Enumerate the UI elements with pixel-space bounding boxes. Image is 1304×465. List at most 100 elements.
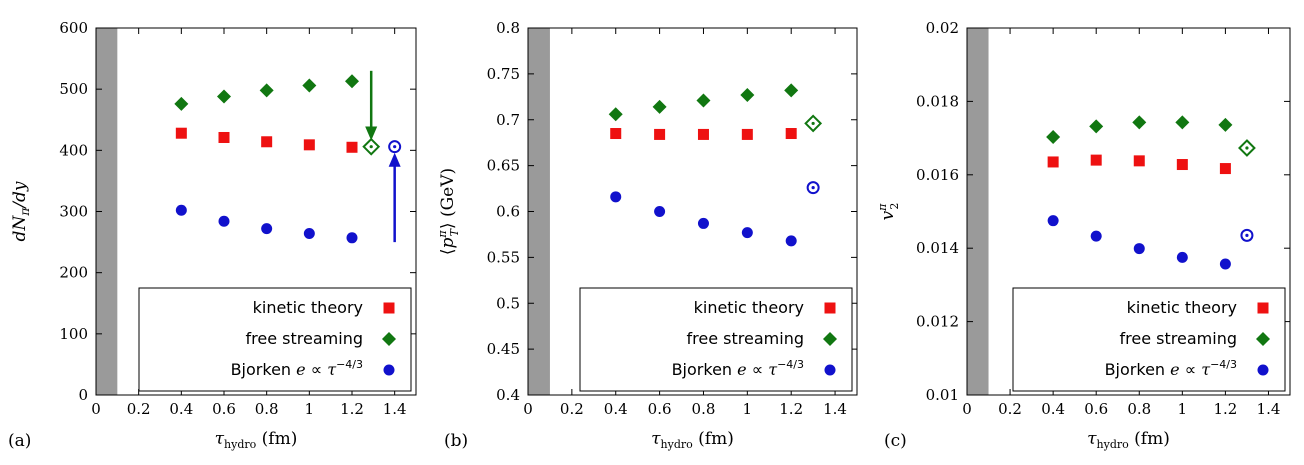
open-circle-dot bbox=[811, 186, 815, 190]
x-axis-label: τhydro (fm) bbox=[1087, 429, 1170, 451]
legend-marker-circle bbox=[1257, 364, 1269, 376]
x-tick-label: 0.8 bbox=[255, 400, 279, 418]
y-tick-label: 0.55 bbox=[487, 248, 520, 266]
data-point-square bbox=[303, 139, 315, 151]
legend-label: free streaming bbox=[246, 329, 363, 348]
data-point-diamond bbox=[1046, 129, 1061, 144]
y-tick-label: 0.5 bbox=[496, 294, 520, 312]
x-tick-label: 1.4 bbox=[383, 400, 407, 418]
x-tick-label: 0.6 bbox=[648, 400, 672, 418]
data-point-circle bbox=[261, 223, 273, 235]
data-point-diamond bbox=[302, 78, 317, 93]
series-circle bbox=[1047, 215, 1254, 270]
data-point-diamond bbox=[259, 83, 274, 98]
series-diamond bbox=[174, 74, 381, 156]
open-diamond-dot bbox=[369, 145, 373, 149]
y-tick-label: 0.01 bbox=[926, 386, 959, 404]
data-point-circle bbox=[1090, 230, 1102, 242]
y-tick-label: 0.012 bbox=[916, 313, 959, 331]
data-point-square bbox=[654, 128, 666, 140]
legend-marker-square bbox=[824, 302, 836, 314]
y-tick-label: 0.4 bbox=[496, 386, 520, 404]
open-diamond-dot bbox=[811, 121, 815, 126]
y-tick-label: 0.75 bbox=[487, 65, 520, 83]
y-tick-label: 500 bbox=[59, 80, 88, 98]
series-square bbox=[1047, 154, 1231, 175]
data-point-circle bbox=[175, 204, 187, 216]
x-tick-label: 0.8 bbox=[1127, 400, 1151, 418]
data-point-diamond bbox=[696, 93, 711, 108]
open-data-point-circle bbox=[806, 181, 820, 195]
data-point-square bbox=[1176, 159, 1188, 171]
legend-marker-diamond bbox=[823, 332, 837, 346]
data-point-circle bbox=[1133, 243, 1145, 255]
series-diamond bbox=[1046, 115, 1256, 157]
annotation-arrow bbox=[388, 152, 401, 243]
open-data-point-diamond bbox=[1238, 139, 1256, 157]
series-diamond bbox=[608, 83, 823, 133]
y-tick-label: 100 bbox=[59, 325, 88, 343]
legend-label: Bjorken e ∝ τ−4/3 bbox=[231, 358, 363, 379]
legend-box bbox=[579, 287, 853, 392]
data-point-circle bbox=[654, 206, 666, 217]
data-point-diamond bbox=[784, 83, 799, 98]
data-point-circle bbox=[303, 228, 315, 240]
open-diamond-dot bbox=[1245, 146, 1249, 150]
series-square bbox=[175, 127, 358, 153]
legend-label: free streaming bbox=[687, 329, 804, 348]
series-circle bbox=[610, 181, 820, 247]
data-point-diamond bbox=[740, 87, 755, 102]
open-data-point-diamond bbox=[804, 114, 823, 133]
data-point-diamond bbox=[345, 74, 359, 89]
x-tick-label: 1 bbox=[1178, 400, 1188, 418]
y-axis-label: dNπ/dy bbox=[10, 181, 32, 241]
x-tick-label: 1.4 bbox=[1257, 400, 1281, 418]
arrow-head bbox=[388, 152, 401, 167]
y-tick-label: 0.65 bbox=[487, 157, 520, 175]
data-point-square bbox=[785, 128, 797, 140]
open-data-point-diamond bbox=[362, 137, 381, 156]
panel-label: (b) bbox=[444, 431, 468, 451]
data-point-circle bbox=[697, 217, 709, 229]
chart-panel-2: 0 0.2 0.4 0.6 0.8 1 1.2 1.4 0.4 0.45 0.5 0.55 0.6 0.6… bbox=[436, 19, 858, 451]
data-point-circle bbox=[1176, 251, 1188, 263]
data-point-square bbox=[261, 136, 273, 148]
data-point-circle bbox=[346, 232, 358, 244]
series-square bbox=[610, 128, 797, 140]
chart-panel-1: 0 0.2 0.4 0.6 0.8 1 1.2 1.4 0 100 200 300 400 500 600 τ… bbox=[8, 19, 417, 451]
y-tick-label: 0.45 bbox=[487, 340, 520, 358]
x-axis-label: τhydro (fm) bbox=[215, 429, 298, 451]
x-tick-label: 0.4 bbox=[1041, 400, 1065, 418]
legend-label: kinetic theory bbox=[253, 298, 363, 317]
legend-label: free streaming bbox=[1120, 329, 1237, 348]
data-point-diamond bbox=[217, 89, 231, 104]
x-tick-label: 1 bbox=[743, 400, 753, 418]
chart-panel-3: 0 0.2 0.4 0.6 0.8 1 1.2 1.4 0.01 0.012 0.014 0.016 0… bbox=[876, 19, 1291, 451]
annotation-arrow bbox=[365, 70, 378, 141]
data-point-square bbox=[218, 131, 230, 143]
x-tick-label: 1 bbox=[305, 400, 315, 418]
legend-label: kinetic theory bbox=[694, 298, 804, 317]
y-tick-label: 0.016 bbox=[916, 166, 959, 184]
data-point-square bbox=[1090, 154, 1102, 166]
x-tick-label: 1.2 bbox=[340, 400, 364, 418]
legend: kinetic theory free streaming Bjorken e ∝ … bbox=[579, 287, 853, 392]
data-point-diamond bbox=[1175, 115, 1190, 130]
x-tick-label: 1.2 bbox=[779, 400, 803, 418]
data-point-diamond bbox=[174, 96, 189, 111]
legend-label: Bjorken e ∝ τ−4/3 bbox=[1105, 358, 1237, 379]
arrow-head bbox=[365, 126, 378, 141]
x-tick-label: 0 bbox=[962, 400, 972, 418]
y-tick-label: 0.02 bbox=[926, 19, 959, 37]
panel-label: (c) bbox=[884, 431, 907, 451]
x-tick-label: 1.2 bbox=[1213, 400, 1237, 418]
data-point-square bbox=[175, 127, 187, 139]
data-point-diamond bbox=[1218, 117, 1233, 132]
open-data-point-circle bbox=[388, 140, 402, 154]
data-point-square bbox=[346, 141, 358, 153]
legend-marker-circle bbox=[824, 364, 836, 376]
data-point-square bbox=[1133, 155, 1145, 167]
y-tick-label: 0.014 bbox=[916, 239, 959, 257]
